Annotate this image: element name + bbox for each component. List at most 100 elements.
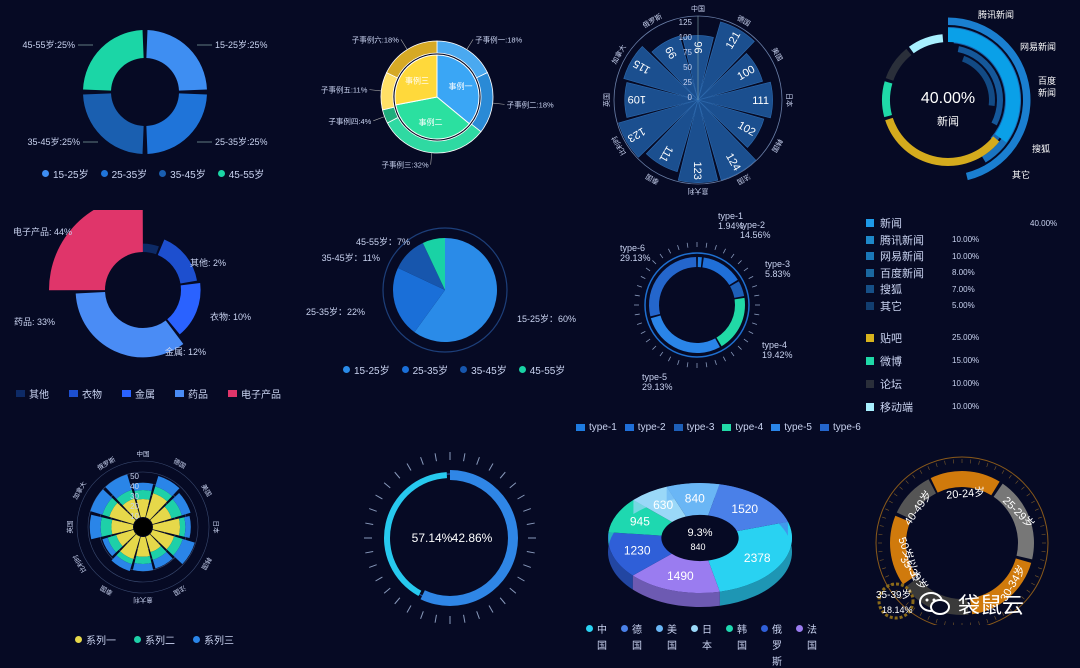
polar-stack-category: 加拿大 xyxy=(71,479,89,501)
legend-item[interactable]: 35-45岁 xyxy=(460,362,507,377)
polar-stack-category: 意大利 xyxy=(133,596,153,605)
tick-mark xyxy=(1031,583,1034,585)
legend-item[interactable]: 25-35岁 xyxy=(402,362,449,377)
legend-swatch xyxy=(134,636,141,643)
rose-slice xyxy=(49,210,143,290)
tick-mark xyxy=(421,611,424,619)
legend-swatch xyxy=(691,625,698,632)
tick-mark xyxy=(395,598,400,604)
legend-item[interactable]: 俄罗斯 xyxy=(761,621,782,668)
news-table-swatch xyxy=(866,236,874,244)
legend-item[interactable]: 系列二 xyxy=(134,632,175,647)
tick-mark xyxy=(1021,487,1024,490)
legend-item[interactable]: 45-55岁 xyxy=(519,362,566,377)
news-table-value: 8.00% xyxy=(952,268,975,277)
tick-mark xyxy=(1002,470,1004,473)
legend-item[interactable]: 电子产品 xyxy=(228,386,281,401)
age-donut-slice xyxy=(146,30,207,91)
legend-label: type-1 xyxy=(589,422,617,433)
tick-mark xyxy=(738,346,742,350)
age-donut-legend: 15-25岁 25-35岁 35-45岁 45-55岁 xyxy=(42,166,264,181)
age-donut-slices xyxy=(83,30,207,154)
tick-mark xyxy=(365,523,373,524)
legend-item[interactable]: type-3 xyxy=(674,422,715,433)
tick-mark xyxy=(678,245,680,250)
legend-item[interactable]: 25-35岁 xyxy=(101,166,148,181)
news-table-value: 10.00% xyxy=(952,235,979,244)
legend-label: 罗 xyxy=(761,637,782,652)
legend-label: 其他 xyxy=(29,386,49,401)
legend-item[interactable]: 45-55岁 xyxy=(218,166,265,181)
legend-item[interactable]: 美国 xyxy=(656,621,677,652)
watermark: 袋鼠云 xyxy=(918,588,1024,620)
legend-item[interactable]: 15-25岁 xyxy=(42,166,89,181)
legend-item[interactable]: 15-25岁 xyxy=(343,362,390,377)
leader-line xyxy=(493,103,505,104)
legend-item[interactable]: 法国 xyxy=(796,621,817,652)
tick-mark xyxy=(365,552,373,553)
legend-swatch xyxy=(761,625,768,632)
legend-item[interactable]: 系列一 xyxy=(75,632,116,647)
legend-label: 15-25岁 xyxy=(354,362,390,377)
tick-mark xyxy=(523,565,531,568)
legend-label: 美 xyxy=(667,621,677,636)
legend-item[interactable]: 中国 xyxy=(586,621,607,652)
nested-pie-inner-label: 事例二 xyxy=(419,117,443,127)
legend-label: 25-35岁 xyxy=(112,166,148,181)
legend-item[interactable]: 系列三 xyxy=(193,632,234,647)
legend-swatch xyxy=(16,390,25,397)
type-ring-slices: type-11.94%type-214.56%type-35.83%type-4… xyxy=(620,211,793,392)
tick-mark xyxy=(376,495,383,499)
legend-item[interactable]: type-4 xyxy=(722,422,763,433)
leader-line xyxy=(401,39,407,49)
tick-mark xyxy=(687,243,688,248)
legend-item[interactable]: 金属 xyxy=(122,386,155,401)
tick-mark xyxy=(518,577,525,581)
legend-label: type-3 xyxy=(687,422,715,433)
pie3d-value: 840 xyxy=(685,492,705,506)
nested-pie-outer-label: 子事例二:18% xyxy=(507,99,554,109)
tick-mark xyxy=(527,523,535,524)
type-ring-pct: 19.42% xyxy=(762,350,793,360)
news-table-swatch xyxy=(866,302,874,310)
polar-category-label: 俄罗斯 xyxy=(641,12,664,30)
legend-item[interactable]: 韩国 xyxy=(726,621,747,652)
wechat-icon xyxy=(918,590,952,618)
polar-stack-tick: 20 xyxy=(130,502,139,511)
legend-item[interactable]: 其他 xyxy=(16,386,49,401)
type-ring-outer xyxy=(645,253,749,357)
tick-mark xyxy=(913,475,915,478)
legend-label: 35-45岁 xyxy=(471,362,507,377)
legend-item[interactable]: type-2 xyxy=(625,422,666,433)
legend-item[interactable]: 35-45岁 xyxy=(159,166,206,181)
news-table-value: 10.00% xyxy=(952,402,979,411)
polar-stack-legend: 系列一 系列二 系列三 xyxy=(75,632,234,647)
legend-item[interactable]: type-6 xyxy=(820,422,861,433)
legend-item[interactable]: 药品 xyxy=(175,386,208,401)
news-gauge-arc xyxy=(882,81,892,117)
legend-item[interactable]: type-5 xyxy=(771,422,812,433)
type-ring-slice xyxy=(730,281,744,298)
pie3d-inner-label: 9.3% xyxy=(687,527,712,539)
legend-label: 衣物 xyxy=(82,386,102,401)
legend-item[interactable]: 衣物 xyxy=(69,386,102,401)
news-table-value: 5.00% xyxy=(952,301,975,310)
tick-mark xyxy=(885,509,889,511)
legend-label: 系列一 xyxy=(86,632,116,647)
polar-radial-tick: 50 xyxy=(683,63,692,72)
type-ring-pct: 14.56% xyxy=(740,230,771,240)
tick-mark xyxy=(652,346,656,350)
legend-item[interactable]: 德国 xyxy=(621,621,642,652)
tick-mark xyxy=(894,494,897,496)
age-donut-labels: 15-25岁:25%25-35岁:25%35-45岁:25%45-55岁:25% xyxy=(22,39,267,147)
legend-item[interactable]: 日本 xyxy=(691,621,712,652)
pie3d-value: 1230 xyxy=(624,544,651,558)
tick-mark xyxy=(435,453,436,461)
tick-mark xyxy=(1027,590,1030,592)
legend-item[interactable]: type-1 xyxy=(576,422,617,433)
news-table-swatch xyxy=(866,269,874,277)
age-donut-slice xyxy=(83,93,144,154)
